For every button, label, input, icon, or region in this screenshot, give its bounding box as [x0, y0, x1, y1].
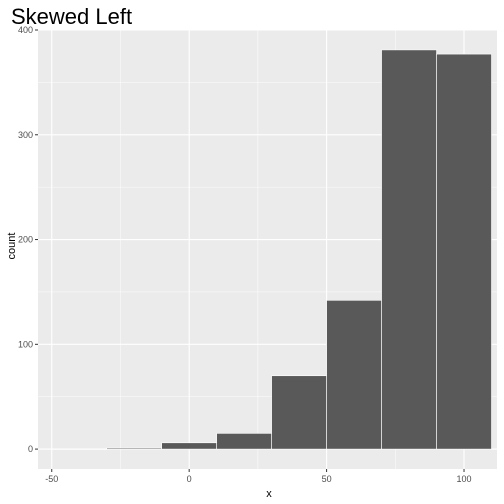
y-tick-label: 200 — [18, 235, 33, 245]
x-tick-label: 0 — [187, 474, 192, 484]
y-tick-label: 400 — [18, 25, 33, 35]
x-axis-title: x — [266, 488, 272, 500]
histogram-bar-6 — [381, 49, 437, 450]
x-axis: -50 0 50 100 — [45, 469, 472, 484]
histogram-bar-2 — [161, 442, 217, 450]
chart-title: Skewed Left — [11, 4, 132, 29]
histogram-bar-7 — [436, 53, 492, 450]
x-tick-label: -50 — [45, 474, 58, 484]
y-axis: 0 100 200 300 400 — [18, 25, 38, 454]
histogram-bars — [51, 49, 492, 450]
histogram-bar-1 — [106, 447, 162, 450]
histogram-bar-5 — [326, 300, 382, 450]
y-tick-label: 100 — [18, 339, 33, 349]
x-tick-label: 50 — [322, 474, 332, 484]
histogram-bar-4 — [271, 375, 327, 450]
y-tick-label: 300 — [18, 130, 33, 140]
y-axis-title: count — [6, 233, 18, 260]
y-tick-label: 0 — [28, 444, 33, 454]
histogram-bar-3 — [216, 433, 272, 450]
histogram-bar-0 — [51, 448, 108, 450]
x-tick-label: 100 — [457, 474, 472, 484]
